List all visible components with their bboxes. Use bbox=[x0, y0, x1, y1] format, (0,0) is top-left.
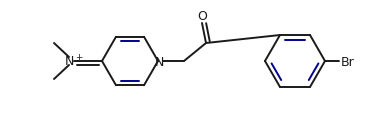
Text: N$^+$: N$^+$ bbox=[64, 54, 84, 69]
Text: Br: Br bbox=[341, 55, 355, 68]
Text: O: O bbox=[197, 9, 207, 22]
Text: N: N bbox=[154, 55, 164, 68]
